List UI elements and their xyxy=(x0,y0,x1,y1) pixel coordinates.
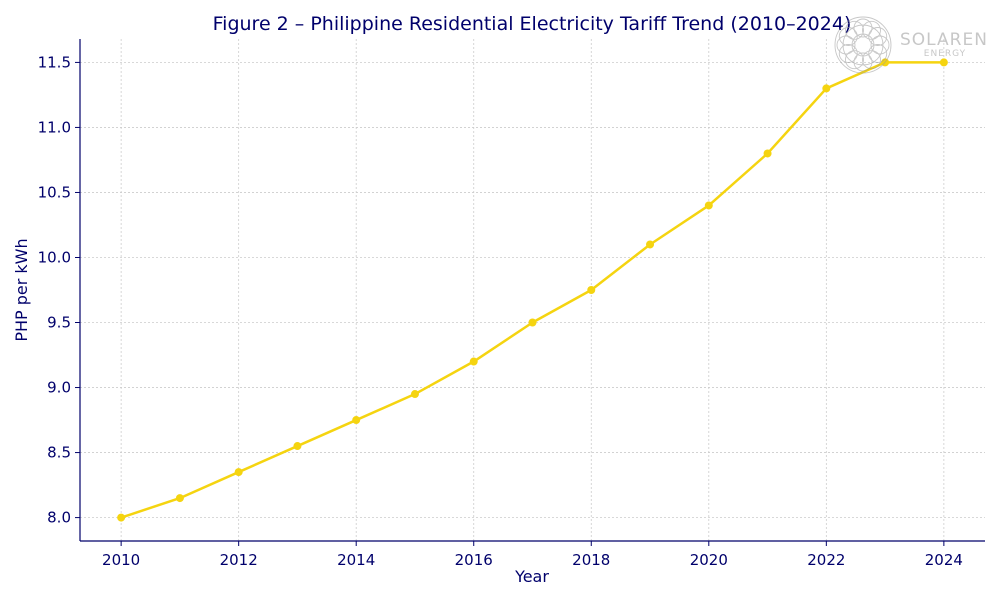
mandala-petal xyxy=(862,20,881,40)
mandala-petal xyxy=(853,18,873,38)
x-tick-label: 2016 xyxy=(455,551,493,569)
mandala-petal xyxy=(838,27,858,46)
data-point xyxy=(352,416,361,425)
grid-lines xyxy=(80,39,985,541)
series-line xyxy=(120,61,944,519)
y-tick-label: 11.0 xyxy=(38,118,71,136)
mandala-petal xyxy=(845,20,864,40)
x-tick-label: 2018 xyxy=(572,551,610,569)
mandala-icon xyxy=(834,16,892,74)
x-tick-label: 2010 xyxy=(102,551,140,569)
y-tick-label: 9.5 xyxy=(47,314,71,332)
y-tick-label: 8.5 xyxy=(47,444,71,462)
data-point xyxy=(646,240,655,249)
mandala-petal xyxy=(838,44,858,63)
y-tick-label: 9.0 xyxy=(47,379,71,397)
mandala-petal xyxy=(868,44,888,63)
data-point xyxy=(117,513,126,522)
x-tick-label: 2022 xyxy=(807,551,845,569)
mandala-petal xyxy=(853,52,873,72)
x-tick-label: 2024 xyxy=(925,551,963,569)
data-point xyxy=(587,286,596,294)
y-tick-label: 10.5 xyxy=(38,183,71,201)
y-tick-label: 8.0 xyxy=(47,509,71,527)
solaren-logo: SOLAREN ENERGY xyxy=(834,16,988,74)
mandala-petal xyxy=(868,27,888,46)
axes xyxy=(75,39,985,546)
logo-name: SOLAREN xyxy=(900,30,988,50)
mandala-petal xyxy=(862,50,881,70)
mandala-petal xyxy=(845,50,864,70)
logo-sub: ENERGY xyxy=(924,49,966,59)
data-point xyxy=(234,468,243,477)
x-tick-label: 2012 xyxy=(220,551,258,569)
y-tick-label: 11.5 xyxy=(38,53,71,71)
data-point xyxy=(704,201,713,210)
y-axis-label: PHP per kWh xyxy=(12,238,31,341)
mandala-petal xyxy=(870,35,890,55)
y-tick-labels: 8.0 8.5 9.0 9.5 10.0 10.5 11.0 11.5 xyxy=(38,53,71,526)
chart-title: Figure 2 – Philippine Residential Electr… xyxy=(213,13,852,35)
data-point xyxy=(469,357,478,366)
data-point xyxy=(175,494,184,503)
data-point xyxy=(763,149,772,158)
x-tick-labels: 2010 2012 2014 2016 2018 2020 2022 2024 xyxy=(102,551,963,569)
data-point xyxy=(410,390,419,399)
y-tick-label: 10.0 xyxy=(38,248,71,266)
data-point xyxy=(822,84,831,93)
data-point xyxy=(293,442,302,451)
mandala-petal xyxy=(836,35,856,55)
x-tick-label: 2020 xyxy=(690,551,728,569)
data-point xyxy=(939,58,948,67)
data-point xyxy=(528,318,537,327)
x-tick-label: 2014 xyxy=(337,551,375,569)
series-layer xyxy=(117,58,948,522)
x-axis-label: Year xyxy=(514,567,549,586)
